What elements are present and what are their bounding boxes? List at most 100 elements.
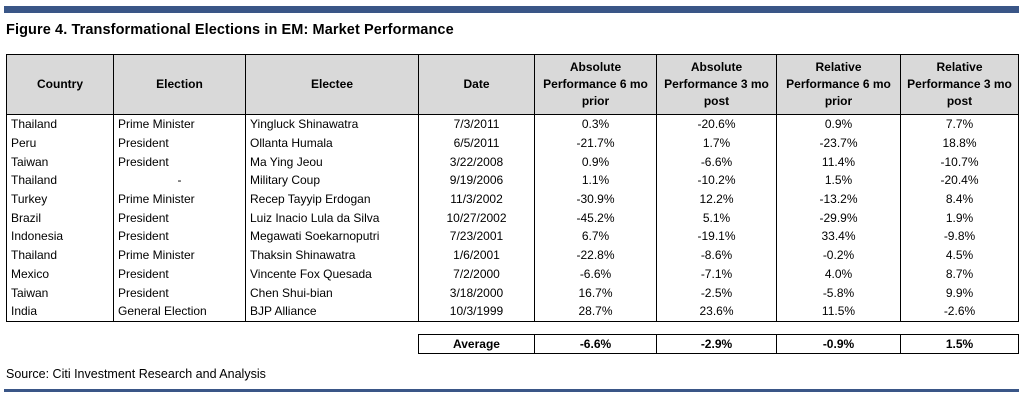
cell-rel-prior: 1.5% [776,171,901,190]
cell-election: Prime Minister [113,114,246,134]
cell-rel-prior: 11.5% [776,301,901,322]
header-date: Date [418,54,535,115]
cell-abs-post: 1.7% [656,133,777,153]
table-row: Brazil President Luiz Inacio Lula da Silva… [6,208,1019,228]
cell-abs-post: 23.6% [656,301,777,322]
cell-date: 10/3/1999 [418,301,535,322]
cell-abs-post: -7.1% [656,264,777,284]
table-row: Peru President Ollanta Humala 6/5/2011 -21.7… [6,133,1019,153]
performance-table: Country Election Electee Date Absolute P… [6,54,1019,322]
cell-rel-prior: -0.2% [776,245,901,265]
cell-date: 7/2/2000 [418,264,535,284]
cell-date: 3/22/2008 [418,152,535,172]
average-row: Average -6.6% -2.9% -0.9% 1.5% [418,334,1019,354]
cell-country: Taiwan [6,283,114,302]
cell-date: 7/3/2011 [418,114,535,134]
table-header-row: Country Election Electee Date Absolute P… [6,54,1019,115]
table-row: Taiwan President Ma Ying Jeou 3/22/2008 0.9%… [6,152,1019,172]
cell-country: Thailand [6,171,114,190]
cell-election: - [113,171,246,190]
cell-electee: Ollanta Humala [245,133,419,153]
cell-rel-post: 8.4% [900,189,1019,209]
table-row: Indonesia President Megawati Soekarnoputri… [6,227,1019,246]
average-rel-prior: -0.9% [776,334,901,354]
header-rel-prior: Relative Performance 6 mo prior [776,54,901,115]
cell-electee: Ma Ying Jeou [245,152,419,172]
cell-abs-prior: -21.7% [534,133,657,153]
cell-election: President [113,133,246,153]
cell-country: Indonesia [6,227,114,246]
cell-country: Taiwan [6,152,114,172]
cell-rel-prior: 33.4% [776,227,901,246]
average-abs-post: -2.9% [656,334,777,354]
cell-election: President [113,264,246,284]
cell-election: President [113,227,246,246]
cell-date: 7/23/2001 [418,227,535,246]
header-electee: Electee [245,54,419,115]
cell-abs-post: 5.1% [656,208,777,228]
cell-rel-prior: 11.4% [776,152,901,172]
table-row: Thailand Prime Minister Yingluck Shinawatr… [6,114,1019,134]
cell-rel-post: -20.4% [900,171,1019,190]
cell-country: Brazil [6,208,114,228]
cell-rel-prior: -23.7% [776,133,901,153]
cell-electee: Yingluck Shinawatra [245,114,419,134]
cell-election: General Election [113,301,246,322]
cell-date: 9/19/2006 [418,171,535,190]
cell-rel-post: 7.7% [900,114,1019,134]
cell-rel-post: 8.7% [900,264,1019,284]
cell-date: 3/18/2000 [418,283,535,302]
cell-election: Prime Minister [113,189,246,209]
cell-election: President [113,152,246,172]
table-row: Thailand Prime Minister Thaksin Shinawatra… [6,245,1019,265]
cell-rel-post: -10.7% [900,152,1019,172]
cell-abs-prior: -45.2% [534,208,657,228]
cell-electee: Thaksin Shinawatra [245,245,419,265]
table-row: Mexico President Vincente Fox Quesada 7/2/2… [6,264,1019,284]
cell-abs-prior: -30.9% [534,189,657,209]
header-rel-post: Relative Performance 3 mo post [900,54,1019,115]
cell-electee: Megawati Soekarnoputri [245,227,419,246]
cell-country: India [6,301,114,322]
cell-country: Turkey [6,189,114,209]
cell-abs-prior: -6.6% [534,264,657,284]
cell-country: Peru [6,133,114,153]
cell-rel-post: 9.9% [900,283,1019,302]
cell-abs-post: -20.6% [656,114,777,134]
figure-title: Figure 4. Transformational Elections in … [6,22,454,38]
average-table: Average -6.6% -2.9% -0.9% 1.5% [418,334,1019,354]
cell-country: Thailand [6,114,114,134]
cell-date: 1/6/2001 [418,245,535,265]
table-row: Taiwan President Chen Shui-bian 3/18/2000 16… [6,283,1019,302]
cell-abs-prior: 16.7% [534,283,657,302]
cell-electee: Luiz Inacio Lula da Silva [245,208,419,228]
cell-abs-prior: 0.3% [534,114,657,134]
cell-abs-prior: 6.7% [534,227,657,246]
cell-abs-post: -6.6% [656,152,777,172]
cell-election: Prime Minister [113,245,246,265]
cell-date: 6/5/2011 [418,133,535,153]
cell-date: 10/27/2002 [418,208,535,228]
cell-abs-post: -19.1% [656,227,777,246]
header-abs-prior: Absolute Performance 6 mo prior [534,54,657,115]
cell-rel-post: 1.9% [900,208,1019,228]
performance-table-container: Country Election Electee Date Absolute P… [6,54,1019,322]
header-country: Country [6,54,114,115]
average-label: Average [418,334,535,354]
cell-electee: BJP Alliance [245,301,419,322]
header-abs-post: Absolute Performance 3 mo post [656,54,777,115]
cell-rel-prior: 4.0% [776,264,901,284]
cell-country: Thailand [6,245,114,265]
table-row: Turkey Prime Minister Recep Tayyip Erdogan… [6,189,1019,209]
source-note: Source: Citi Investment Research and Ana… [6,367,266,381]
cell-electee: Chen Shui-bian [245,283,419,302]
cell-rel-prior: -5.8% [776,283,901,302]
cell-rel-post: -9.8% [900,227,1019,246]
cell-country: Mexico [6,264,114,284]
cell-date: 11/3/2002 [418,189,535,209]
cell-rel-prior: 0.9% [776,114,901,134]
cell-abs-post: -2.5% [656,283,777,302]
cell-abs-post: 12.2% [656,189,777,209]
cell-rel-prior: -13.2% [776,189,901,209]
table-row: India General Election BJP Alliance 10/3/19… [6,301,1019,322]
